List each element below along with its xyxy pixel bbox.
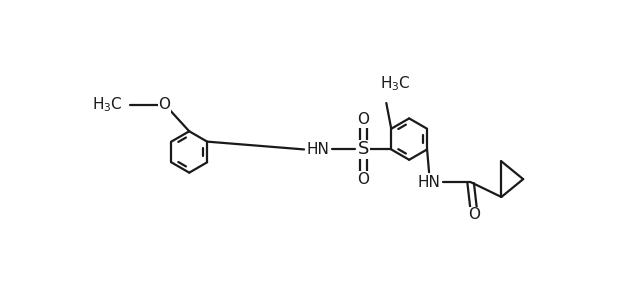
Text: S: S (358, 140, 369, 158)
Text: HN: HN (307, 142, 330, 157)
Text: O: O (358, 172, 369, 187)
Text: O: O (468, 207, 479, 222)
Text: H$_3$C: H$_3$C (380, 74, 410, 93)
Text: HN: HN (418, 175, 440, 189)
Text: H$_3$C: H$_3$C (92, 95, 123, 114)
Text: O: O (159, 97, 170, 112)
Text: O: O (358, 112, 369, 127)
